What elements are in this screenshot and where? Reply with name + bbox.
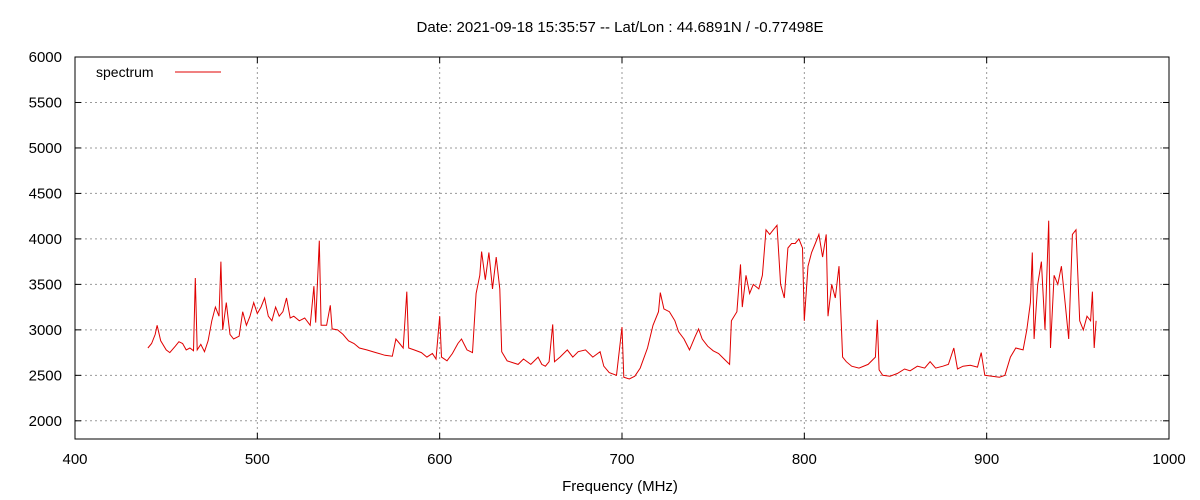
y-tick-label: 3000: [29, 322, 62, 339]
chart-title: Date: 2021-09-18 15:35:57 -- Lat/Lon : 4…: [417, 19, 824, 36]
x-tick-label: 900: [974, 451, 999, 468]
x-axis-label: Frequency (MHz): [562, 478, 678, 495]
x-tick-label: 700: [609, 451, 634, 468]
legend-label-spectrum: spectrum: [96, 64, 154, 80]
x-tick-label: 400: [62, 451, 87, 468]
series-line-spectrum: [147, 220, 1097, 380]
y-tick-label: 6000: [29, 49, 62, 66]
legend: spectrum: [96, 64, 221, 80]
y-tick-label: 5000: [29, 140, 62, 157]
x-tick-label: 600: [427, 451, 452, 468]
y-tick-label: 4500: [29, 185, 62, 202]
y-tick-label: 3500: [29, 276, 62, 293]
x-tick-label: 1000: [1152, 451, 1185, 468]
x-tick-label: 500: [245, 451, 270, 468]
y-tick-label: 4000: [29, 231, 62, 248]
x-tick-label: 800: [792, 451, 817, 468]
y-tick-label: 5500: [29, 94, 62, 111]
y-tick-label: 2500: [29, 367, 62, 384]
axis-ticks: 400 500 600 700 800 900 1000 2000 2500 3000 3500 40…: [29, 49, 1186, 468]
grid: [75, 57, 1169, 439]
y-tick-label: 2000: [29, 413, 62, 430]
